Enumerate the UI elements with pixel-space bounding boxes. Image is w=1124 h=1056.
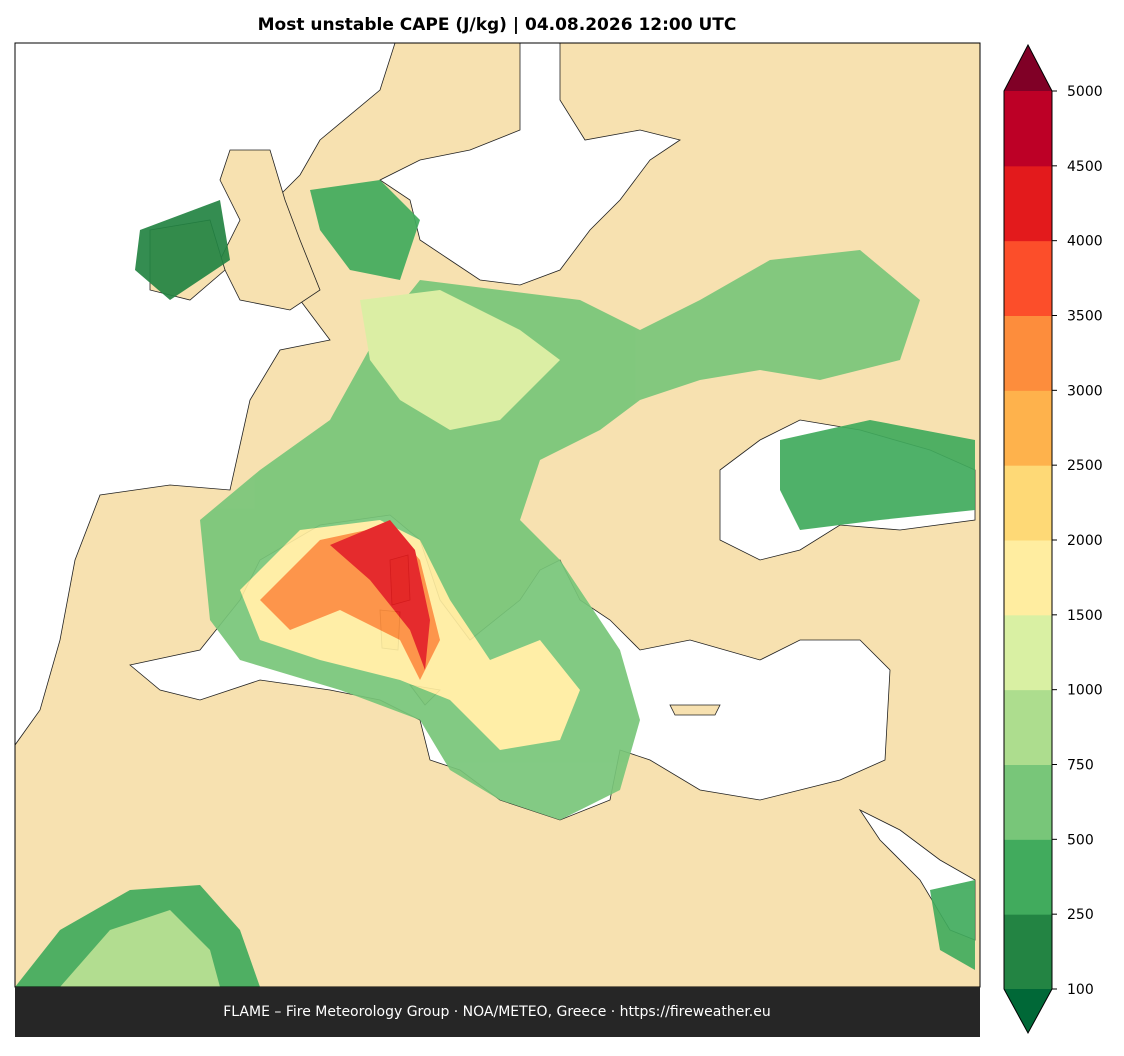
colorbar-tick-label: 250 <box>1067 907 1094 923</box>
colorbar-tick-label: 1500 <box>1067 608 1103 624</box>
colorbar-tick-label: 100 <box>1067 982 1094 998</box>
map-title: Most unstable CAPE (J/kg) | 04.08.2026 1… <box>258 15 737 35</box>
colorbar-segment <box>1004 240 1052 316</box>
colorbar-segment <box>1004 390 1052 466</box>
cape-field <box>15 180 975 987</box>
colorbar-segment <box>1004 315 1052 391</box>
colorbar-tick-label: 5000 <box>1067 84 1103 100</box>
colorbar-segment <box>1004 465 1052 541</box>
footer-bar <box>15 987 980 1037</box>
map <box>14 42 981 988</box>
colorbar-segment <box>1004 689 1052 765</box>
colorbar-under <box>1004 989 1052 1033</box>
colorbar-tick-label: 1000 <box>1067 683 1103 699</box>
colorbar-tick-label: 4500 <box>1067 159 1103 175</box>
colorbar-segment <box>1004 91 1052 167</box>
colorbar-segment <box>1004 764 1052 840</box>
colorbar-tick-label: 4000 <box>1067 234 1103 250</box>
colorbar-segment <box>1004 839 1052 915</box>
colorbar-tick-label: 500 <box>1067 832 1094 848</box>
colorbar-over <box>1004 45 1052 91</box>
colorbar-tick-label: 3000 <box>1067 383 1103 399</box>
footer-text: FLAME – Fire Meteorology Group · NOA/MET… <box>223 1004 771 1020</box>
colorbar-tick-label: 3500 <box>1067 309 1103 325</box>
colorbar-segment <box>1004 914 1052 990</box>
colorbar-tick-label: 2500 <box>1067 458 1103 474</box>
colorbar-tick-label: 750 <box>1067 758 1094 774</box>
colorbar: 100 250 500 750 1000 1500 2000 2500 3000 3500 4000… <box>1003 43 1103 1035</box>
colorbar-segment <box>1004 540 1052 616</box>
colorbar-segment <box>1004 165 1052 242</box>
colorbar-segment <box>1004 614 1052 691</box>
colorbar-tick-label: 2000 <box>1067 533 1103 549</box>
